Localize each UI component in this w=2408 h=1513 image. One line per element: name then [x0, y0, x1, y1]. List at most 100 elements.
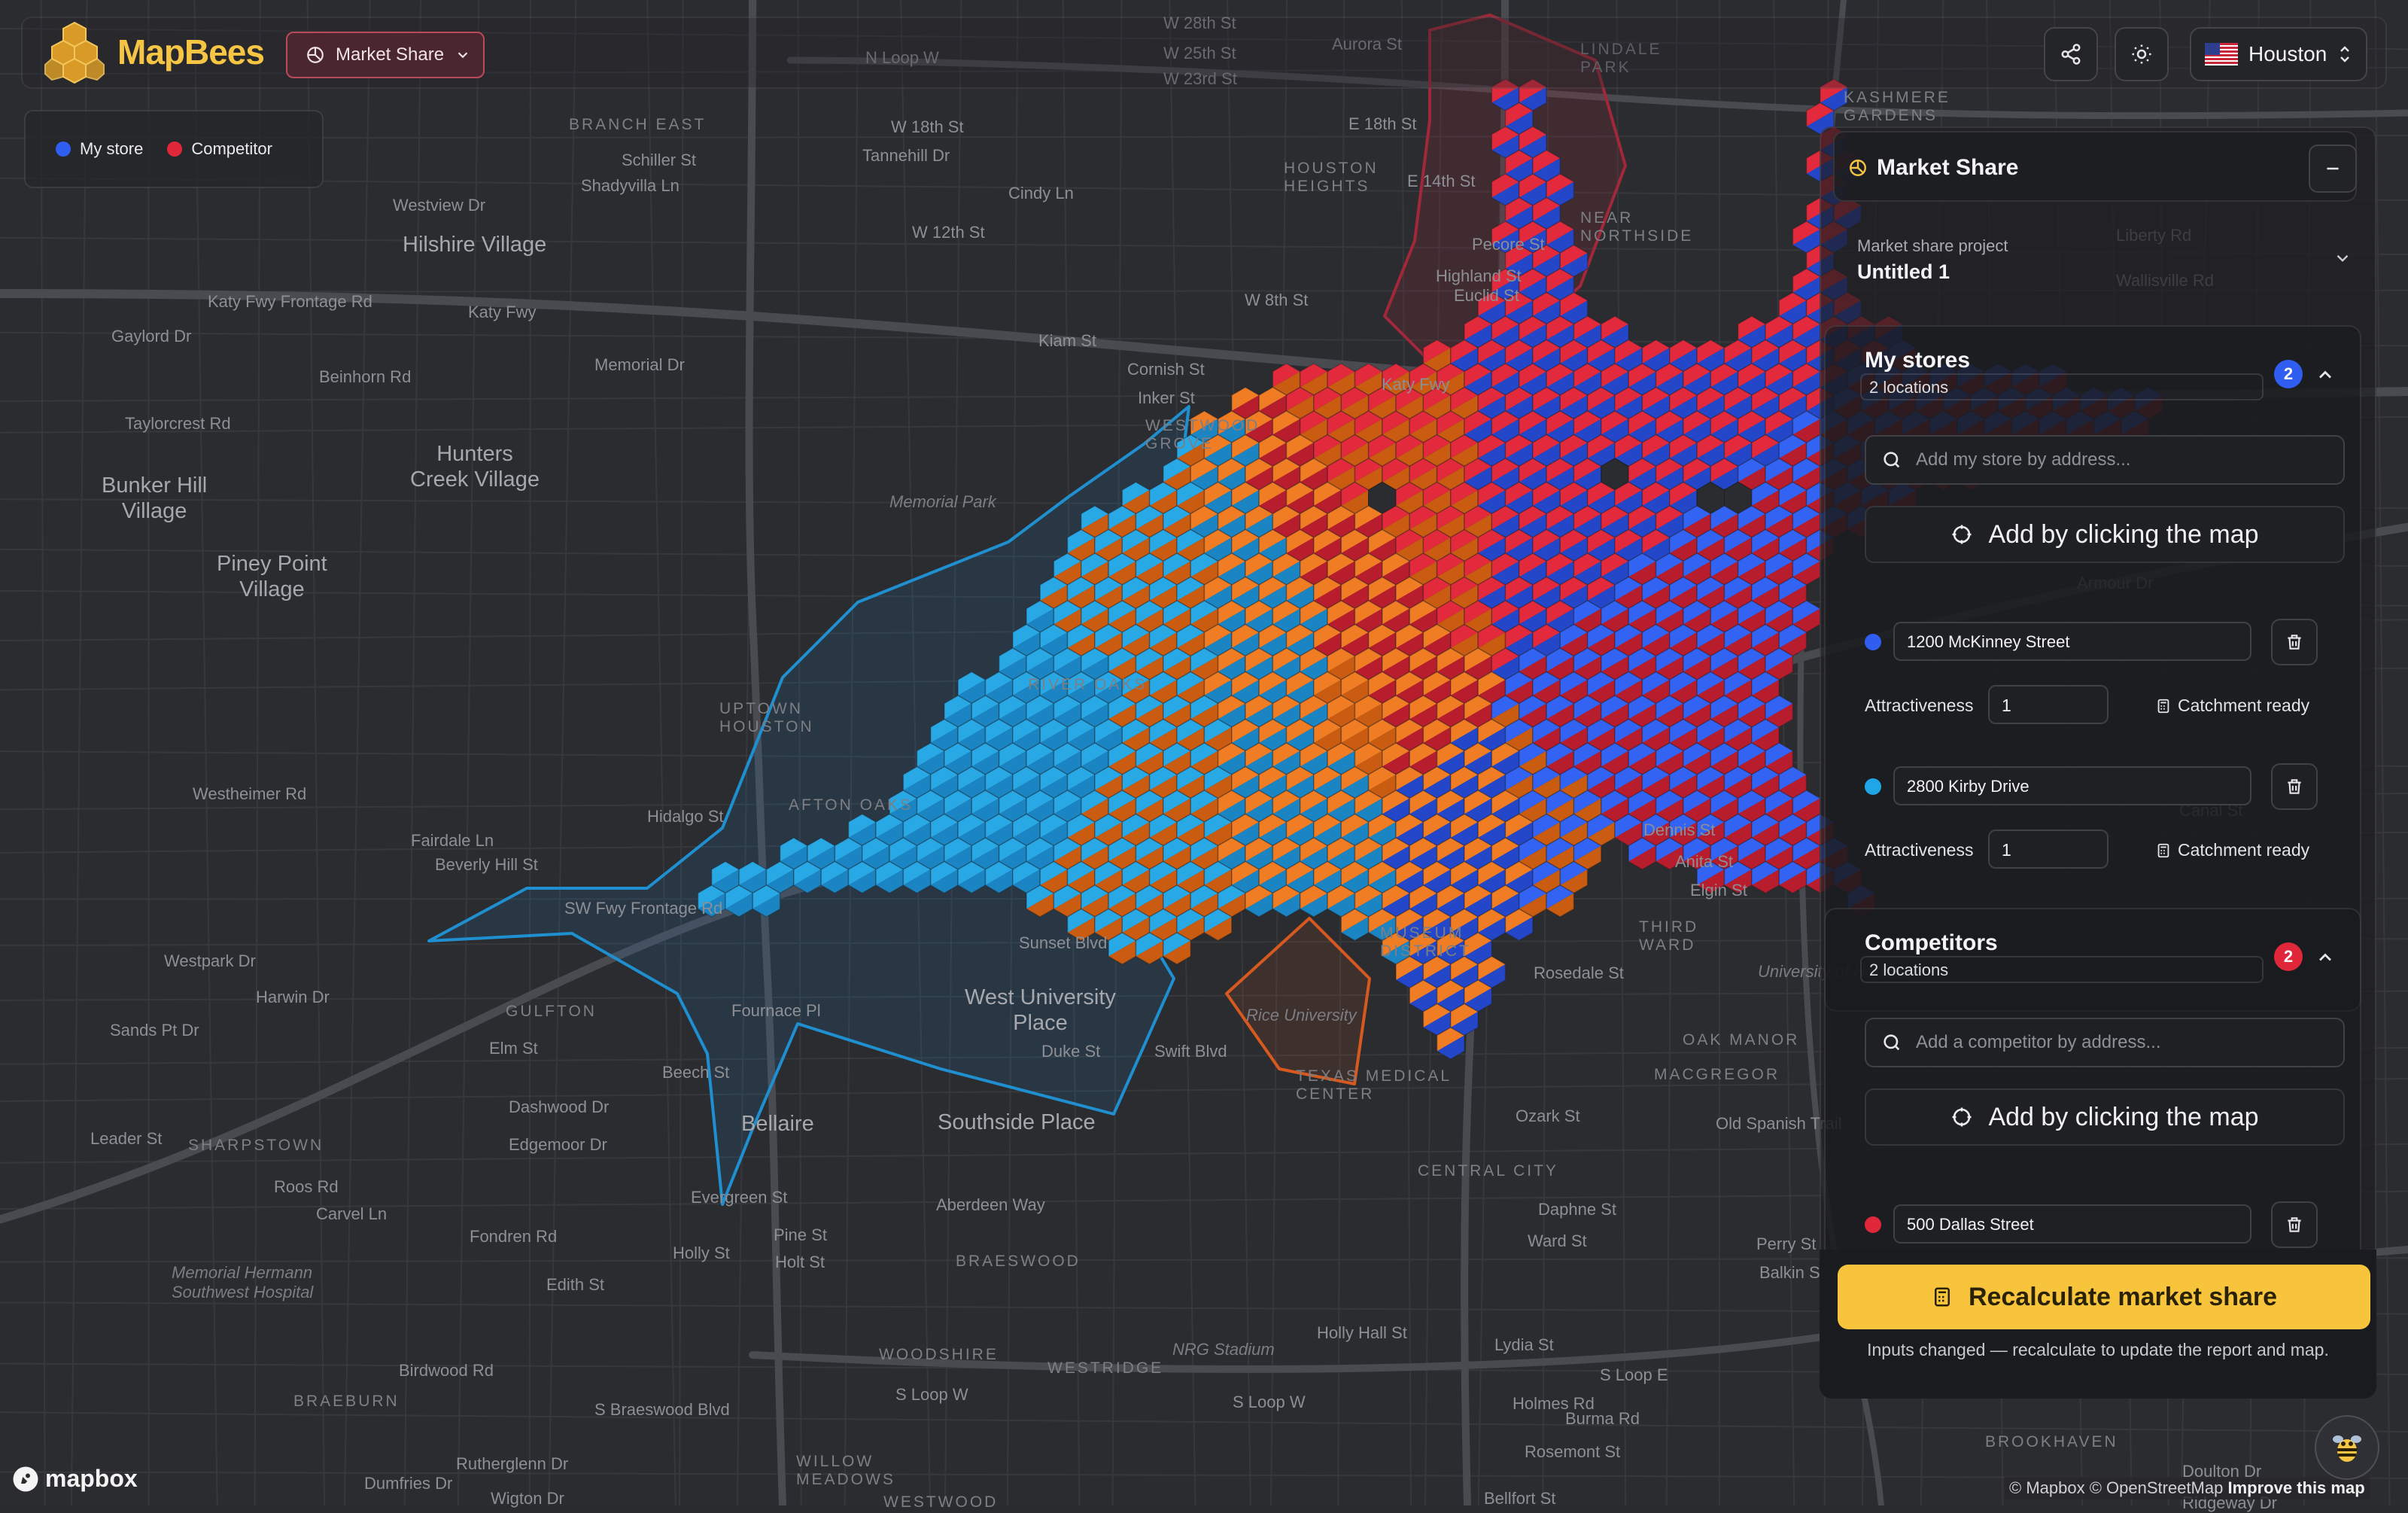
- map-label: CENTRAL CITY: [1418, 1162, 1558, 1180]
- map-label: W 18th St: [891, 117, 964, 137]
- competitor-search-input[interactable]: Add a competitor by address...: [1865, 1018, 2345, 1067]
- chevron-up-icon[interactable]: [2315, 947, 2336, 968]
- store-row: 2800 Kirby Drive Attractiveness 1 Catchm…: [1865, 756, 2361, 891]
- delete-store-button[interactable]: [2271, 763, 2318, 810]
- map-label: Pecore St: [1472, 235, 1545, 254]
- map-label: Roos Rd: [274, 1177, 339, 1197]
- map-label: Fournace Pl: [731, 1001, 821, 1021]
- us-flag-icon: [2205, 43, 2238, 65]
- map-label: Hidalgo St: [647, 807, 724, 827]
- city-selector[interactable]: Houston: [2190, 27, 2367, 81]
- map-label: MUSEUM DISTRICT: [1380, 924, 1471, 960]
- recalculate-label: Recalculate market share: [1969, 1283, 2277, 1312]
- map-label: Piney Point Village: [217, 551, 327, 602]
- map-label: Swift Blvd: [1154, 1042, 1227, 1061]
- app-logo[interactable]: MapBees: [42, 20, 264, 84]
- competitors-title: Competitors: [1865, 930, 1998, 956]
- map-label: Memorial Hermann Southwest Hospital: [172, 1263, 313, 1302]
- legend-my-store: My store: [56, 139, 143, 159]
- chevron-up-icon[interactable]: [2315, 364, 2336, 385]
- map-label: WESTWOOD: [883, 1493, 998, 1511]
- store-address-input[interactable]: 2800 Kirby Drive: [1893, 766, 2251, 805]
- map-label: THIRD WARD: [1639, 918, 1698, 954]
- map-label: Inker St: [1138, 388, 1195, 408]
- map-label: Birdwood Rd: [399, 1361, 494, 1381]
- catchment-status-label: Catchment ready: [2178, 696, 2309, 716]
- recalculate-button[interactable]: Recalculate market share: [1838, 1265, 2370, 1329]
- map-label: Hunters Creek Village: [410, 441, 540, 492]
- city-label: Houston: [2248, 42, 2327, 66]
- share-button[interactable]: [2044, 27, 2098, 81]
- mode-dropdown-button[interactable]: Market Share: [286, 32, 485, 78]
- attractiveness-input[interactable]: 1: [1988, 685, 2109, 724]
- map-label: Edgemoor Dr: [509, 1135, 607, 1155]
- delete-competitor-button[interactable]: [2271, 1201, 2318, 1248]
- store-address-input[interactable]: 1200 McKinney Street: [1893, 622, 2251, 661]
- mapbox-logo[interactable]: mapbox: [12, 1465, 138, 1493]
- assistant-bee-button[interactable]: [2315, 1415, 2379, 1480]
- chevron-down-icon[interactable]: [2333, 248, 2352, 268]
- minus-icon: [2323, 159, 2343, 178]
- my-store-search-input[interactable]: Add my store by address...: [1865, 435, 2345, 485]
- map-label: Holt St: [775, 1253, 825, 1272]
- map-label: Pine St: [774, 1225, 827, 1245]
- store-row: 1200 McKinney Street Attractiveness 1 Ca…: [1865, 611, 2361, 747]
- map-label: Elm St: [489, 1039, 538, 1058]
- map-label: Bellaire: [741, 1111, 814, 1137]
- map-label: WESTRIDGE: [1047, 1359, 1163, 1378]
- map-label: KASHMERE GARDENS: [1844, 89, 1950, 125]
- map-label: Southside Place: [938, 1110, 1096, 1135]
- improve-map-link[interactable]: Improve this map: [2227, 1478, 2364, 1497]
- map-label: Holly Hall St: [1317, 1323, 1407, 1343]
- map-label: Leader St: [90, 1129, 162, 1149]
- map-label: OAK MANOR: [1683, 1031, 1799, 1049]
- my-store-add-by-map-button[interactable]: Add by clicking the map: [1865, 506, 2345, 563]
- project-selector[interactable]: Untitled 1: [1857, 260, 1950, 284]
- map-label: Cornish St: [1127, 360, 1205, 379]
- trash-icon: [2285, 777, 2304, 796]
- osm-attribution-link[interactable]: © OpenStreetMap: [2090, 1478, 2224, 1497]
- theme-toggle-button[interactable]: [2115, 27, 2169, 81]
- share-icon: [2060, 43, 2082, 65]
- map-label: Perry St: [1756, 1234, 1816, 1254]
- competitor-color-dot: [1865, 1216, 1881, 1233]
- my-stores-title: My stores: [1865, 348, 1970, 373]
- mapbox-icon: [12, 1466, 39, 1493]
- map-label: Ozark St: [1516, 1107, 1580, 1126]
- crosshair-icon: [1950, 1106, 1973, 1128]
- map-label: Burma Rd: [1565, 1409, 1640, 1429]
- map-label: Taylorcrest Rd: [125, 414, 231, 434]
- market-share-panel: Market Share Market share project Untitl…: [1820, 126, 2376, 1399]
- sun-icon: [2130, 43, 2153, 65]
- delete-store-button[interactable]: [2271, 619, 2318, 665]
- map-label: Katy Fwy Frontage Rd: [208, 292, 372, 312]
- competitor-add-by-map-button[interactable]: Add by clicking the map: [1865, 1088, 2345, 1146]
- map-label: Westpark Dr: [164, 951, 256, 971]
- trash-icon: [2285, 1215, 2304, 1234]
- store-color-dot: [1865, 634, 1881, 650]
- map-label: E 14th St: [1407, 172, 1476, 191]
- map-label: Bellfort St: [1484, 1489, 1555, 1508]
- map-label: Euclid St: [1454, 286, 1519, 306]
- calculator-icon: [2155, 842, 2172, 859]
- collapse-panel-button[interactable]: [2309, 145, 2357, 193]
- map-label: Holly St: [673, 1244, 730, 1263]
- map-label: Sands Pt Dr: [110, 1021, 199, 1040]
- my-store-add-by-map-label: Add by clicking the map: [1988, 520, 2258, 549]
- street: [530, 0, 531, 1505]
- map-label: GULFTON: [506, 1003, 597, 1021]
- map-label: NRG Stadium: [1172, 1340, 1275, 1359]
- map-label: Anita St: [1675, 852, 1733, 872]
- map-label: Edith St: [546, 1275, 604, 1295]
- my-store-search-placeholder: Add my store by address...: [1916, 449, 2130, 470]
- map-label: Fairdale Ln: [411, 831, 494, 851]
- competitor-address-input[interactable]: 500 Dallas Street: [1893, 1204, 2251, 1244]
- map-label: W 12th St: [912, 223, 985, 242]
- map-label: S Braeswood Blvd: [594, 1400, 730, 1420]
- attractiveness-input[interactable]: 1: [1988, 830, 2109, 869]
- mapbox-attribution-link[interactable]: © Mapbox: [2009, 1478, 2085, 1497]
- search-icon: [1881, 449, 1902, 470]
- map-label: WOODSHIRE: [879, 1346, 999, 1364]
- map-label: Rice University: [1246, 1006, 1357, 1025]
- map-label: Aberdeen Way: [936, 1195, 1045, 1215]
